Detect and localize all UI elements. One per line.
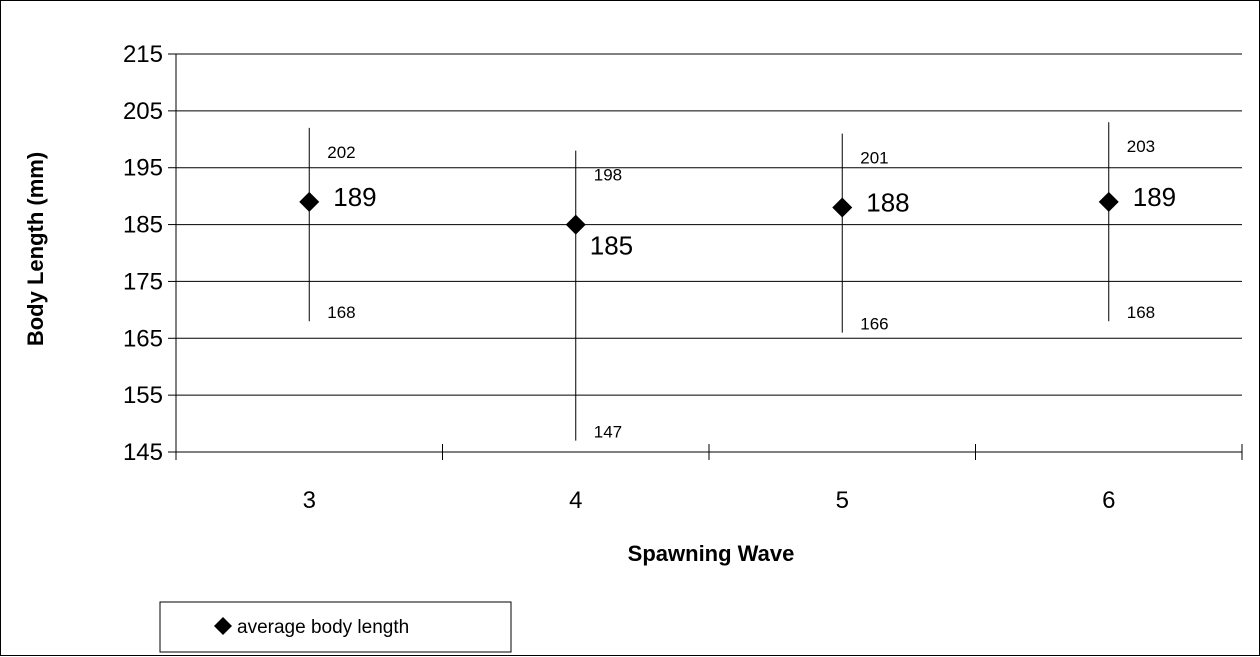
- legend-diamond-marker: [214, 617, 232, 635]
- data-point-diamond: [299, 191, 320, 212]
- max-value-label: 198: [594, 166, 622, 185]
- x-tick-label: 3: [303, 487, 316, 514]
- y-tick-label: 175: [123, 268, 163, 295]
- max-value-label: 202: [327, 143, 355, 162]
- y-tick-label: 215: [123, 41, 163, 68]
- data-point-diamond: [1098, 191, 1119, 212]
- mean-value-label: 189: [333, 182, 376, 212]
- min-value-label: 168: [327, 303, 355, 322]
- max-value-label: 201: [860, 149, 888, 168]
- y-tick-label: 145: [123, 439, 163, 466]
- y-tick-label: 165: [123, 325, 163, 352]
- range-bars: [308, 122, 1110, 441]
- data-point-diamond: [565, 214, 586, 235]
- y-tick-labels: 145 155 165 175 185 195 205 215: [123, 41, 163, 466]
- mean-value-label: 189: [1133, 182, 1176, 212]
- axes: [168, 53, 1243, 460]
- x-tick-labels: 3 4 5 6: [303, 487, 1116, 514]
- legend-label: average body length: [237, 617, 409, 638]
- min-value-label: 168: [1127, 303, 1155, 322]
- x-axis-title: Spawning Wave: [628, 541, 795, 566]
- x-tick-label: 5: [836, 487, 849, 514]
- data-points: [299, 191, 1119, 235]
- data-labels: 189 202 168 185 198 147 188 201 166 189 203 168: [327, 137, 1176, 441]
- min-value-label: 166: [860, 315, 888, 334]
- mean-value-label: 185: [590, 231, 633, 261]
- y-axis-title: Body Length (mm): [23, 152, 48, 346]
- y-tick-label: 185: [123, 212, 163, 239]
- y-tick-label: 155: [123, 382, 163, 409]
- y-tick-label: 195: [123, 155, 163, 182]
- x-tick-label: 4: [569, 487, 582, 514]
- data-point-diamond: [832, 197, 853, 218]
- y-tick-label: 205: [123, 98, 163, 125]
- x-tick-label: 6: [1102, 487, 1115, 514]
- gridlines: [176, 53, 1242, 453]
- mean-value-label: 188: [866, 188, 909, 218]
- legend: average body length: [159, 601, 512, 653]
- max-value-label: 203: [1127, 137, 1155, 156]
- min-value-label: 147: [594, 423, 622, 442]
